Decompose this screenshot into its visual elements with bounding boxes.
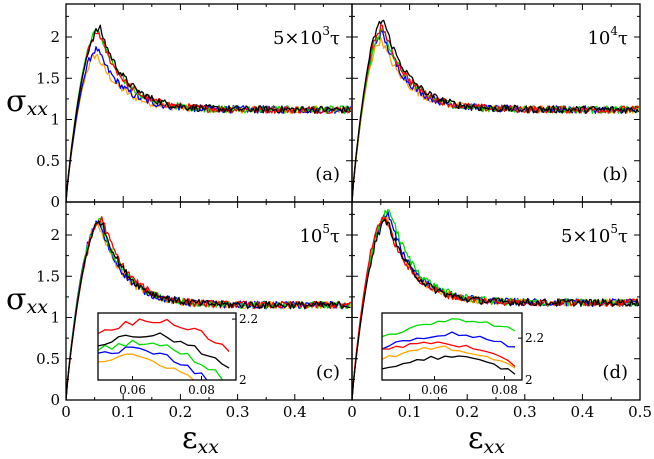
- panel-letter: (b): [602, 164, 628, 185]
- y-tick-label: 2: [50, 226, 60, 244]
- y-tick-label: 2: [50, 28, 60, 46]
- x-axis-label-subscript: xx: [484, 436, 506, 458]
- inset-series-line-3: [382, 331, 516, 350]
- inset-series-group: [382, 318, 516, 375]
- inset-series-line-0: [98, 332, 230, 369]
- series-line-1: [66, 32, 352, 202]
- x-axis-label: εxx: [182, 421, 219, 458]
- y-axis-label-subscript: xx: [26, 296, 48, 318]
- x-tick-label: 0: [347, 403, 357, 421]
- time-label-unit: τ: [330, 226, 340, 247]
- x-tick-label: 0.3: [513, 403, 537, 421]
- series-line-0: [352, 218, 640, 400]
- inset-series-line-3: [98, 346, 208, 380]
- time-label-exponent: 5: [322, 222, 330, 236]
- inset-y-tick-label: 2.2: [239, 312, 258, 326]
- y-tick-label: 0: [50, 193, 60, 211]
- time-label-exponent: 4: [610, 24, 618, 38]
- time-label-main: 10: [299, 226, 322, 247]
- y-tick-label: 1.5: [36, 267, 60, 285]
- time-label-unit: τ: [330, 28, 340, 49]
- x-tick-label: 0.4: [570, 403, 594, 421]
- inset-series-line-4: [98, 353, 195, 380]
- time-label-main: 10: [587, 28, 610, 49]
- inset-x-tick-label: 0.06: [119, 383, 146, 397]
- inset-frame: [381, 312, 523, 381]
- inset-series-group: [98, 318, 230, 380]
- y-tick-label: 0: [50, 391, 60, 409]
- inset-y-tick-label: 2.2: [525, 331, 544, 345]
- series-group: [66, 216, 352, 400]
- inset-x-tick-label: 0.08: [491, 383, 518, 397]
- series-line-1: [352, 216, 640, 400]
- panel-b: (b) 104τ: [351, 3, 641, 203]
- y-tick-label: 1: [50, 309, 60, 327]
- time-label-main: 5×10: [561, 226, 610, 247]
- inset-series-line-4: [382, 345, 516, 369]
- panel-letter: (d): [602, 362, 628, 383]
- time-label-exponent: 3: [322, 24, 330, 38]
- series-line-3: [352, 29, 639, 202]
- inset-series-line-2: [98, 339, 225, 380]
- series-line-2: [352, 27, 640, 202]
- x-axis-label: εxx: [468, 421, 505, 458]
- inset-series-line-1: [98, 318, 230, 352]
- time-label-exponent: 5: [610, 222, 618, 236]
- x-axis-label-subscript: xx: [198, 436, 220, 458]
- time-label: 105τ: [299, 222, 340, 247]
- x-tick-label: 0.2: [455, 403, 479, 421]
- series-line-4: [66, 53, 351, 202]
- inset-series-line-2: [382, 318, 516, 338]
- x-axis-label-symbol: ε: [468, 421, 484, 456]
- series-line-0: [352, 19, 640, 202]
- panel-letter: (c): [316, 362, 340, 383]
- panel-c: 0 0.5 1 1.5 2 0 0.1 0.2 0.3 0.4 (c) 105τ 0.06 0.08 2 2.…: [36, 201, 353, 421]
- x-tick-label: 0.1: [111, 403, 135, 421]
- inset-c: 0.06 0.08 2 2.2: [97, 312, 258, 397]
- y-tick-label: 0.5: [36, 350, 60, 368]
- inset-x-tick-label: 0.08: [188, 383, 215, 397]
- time-label-unit: τ: [618, 226, 628, 247]
- series-group: [352, 19, 640, 202]
- y-tick-label: 1: [50, 111, 60, 129]
- series-line-0: [66, 220, 351, 400]
- x-tick-label: 0: [61, 403, 71, 421]
- time-label: 104τ: [587, 24, 628, 49]
- inset-d: 0.06 0.08 2 2.2: [381, 312, 544, 397]
- x-tick-label: 0.4: [283, 403, 307, 421]
- x-tick-label: 0.5: [628, 403, 652, 421]
- inset-y-tick-label: 2: [239, 373, 247, 387]
- inset-series-line-0: [382, 355, 516, 375]
- time-label-unit: τ: [618, 28, 628, 49]
- time-label: 5×103τ: [273, 24, 340, 49]
- inset-series-line-1: [382, 341, 516, 367]
- inset-frame: [97, 312, 237, 381]
- x-tick-label: 0.1: [398, 403, 422, 421]
- series-line-0: [66, 24, 352, 202]
- y-tick-label: 0.5: [36, 152, 60, 170]
- x-tick-label: 0.2: [168, 403, 192, 421]
- y-axis-label-subscript: xx: [26, 98, 48, 120]
- series-group: [66, 24, 352, 202]
- panel-a: 0 0.5 1 1.5 2 (a) 5×103τ: [36, 3, 353, 211]
- time-label-main: 5×10: [273, 28, 322, 49]
- x-axis-label-symbol: ε: [182, 421, 198, 456]
- inset-x-tick-label: 0.06: [421, 383, 448, 397]
- panel-letter: (a): [315, 164, 340, 185]
- panel-d: 0 0.1 0.2 0.3 0.4 0.5 (d) 5×105τ 0.06 0.08 2 2.2: [347, 201, 652, 421]
- y-tick-label: 1.5: [36, 69, 60, 87]
- y-axis-label-symbol: σ: [6, 84, 26, 119]
- inset-y-tick-label: 2: [525, 373, 533, 387]
- inset-background: [382, 313, 522, 380]
- y-axis-label: σxx: [6, 282, 48, 318]
- y-axis-label: σxx: [6, 84, 48, 120]
- x-tick-label: 0.3: [226, 403, 250, 421]
- y-axis-label-symbol: σ: [6, 282, 26, 317]
- series-line-2: [66, 217, 351, 400]
- time-label: 5×105τ: [561, 222, 628, 247]
- series-group: [352, 208, 640, 400]
- series-line-3: [66, 46, 352, 202]
